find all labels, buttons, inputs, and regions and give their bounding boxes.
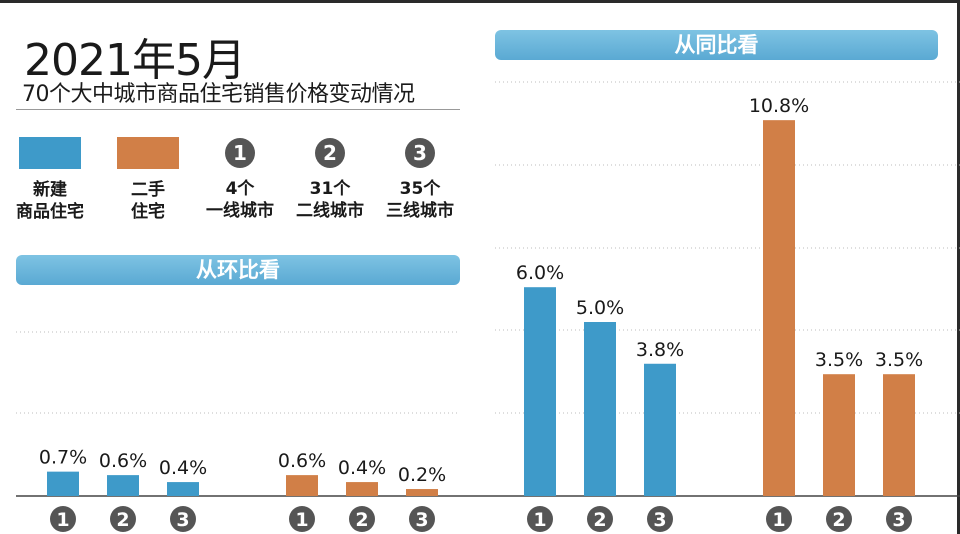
bar-new-3 bbox=[644, 363, 676, 496]
bar-second-1 bbox=[763, 120, 795, 496]
legend-new-housing: 新建 商品住宅 bbox=[5, 137, 95, 223]
category-tick-label: 1 bbox=[56, 509, 69, 531]
category-tick-label: 3 bbox=[415, 509, 428, 531]
legend-label-line1: 二手 bbox=[131, 180, 165, 200]
circle-2-icon: 2 bbox=[315, 138, 345, 168]
legend-label: 4个 一线城市 bbox=[195, 178, 285, 222]
bar-second-2 bbox=[346, 482, 378, 496]
legend-label-line2: 三线城市 bbox=[386, 201, 454, 221]
frame-top-border bbox=[0, 0, 960, 3]
data-label: 5.0% bbox=[576, 297, 624, 319]
category-tick-label: 1 bbox=[295, 509, 308, 531]
circle-1-icon bbox=[527, 506, 553, 532]
legend-label: 31个 二线城市 bbox=[285, 178, 375, 222]
bar-new-1 bbox=[47, 471, 79, 496]
category-tick-label: 1 bbox=[772, 509, 785, 531]
legend-swatch-new bbox=[19, 137, 81, 169]
data-label: 10.8% bbox=[749, 95, 809, 117]
data-label: 3.5% bbox=[875, 349, 923, 371]
legend-label-line2: 住宅 bbox=[131, 202, 165, 222]
gridlines bbox=[16, 81, 960, 414]
category-tick-label: 2 bbox=[832, 509, 845, 531]
data-label: 0.6% bbox=[99, 450, 147, 472]
legend-label-line1: 4个 bbox=[225, 179, 255, 199]
frame-right-border bbox=[957, 0, 960, 534]
category-tick-label: 3 bbox=[892, 509, 905, 531]
circle-3-icon bbox=[409, 506, 435, 532]
legend-tier1: 1 4个 一线城市 bbox=[195, 138, 285, 222]
legend-tier3: 3 35个 三线城市 bbox=[375, 138, 465, 222]
circle-2-icon bbox=[110, 506, 136, 532]
category-tick-label: 3 bbox=[176, 509, 189, 531]
data-label: 0.6% bbox=[278, 450, 326, 472]
data-label: 0.4% bbox=[159, 457, 207, 479]
circle-2-icon bbox=[587, 506, 613, 532]
category-tick-label: 2 bbox=[355, 509, 368, 531]
category-tick-label: 1 bbox=[533, 509, 546, 531]
legend-swatch-second bbox=[117, 137, 179, 169]
bar-second-3 bbox=[883, 374, 915, 496]
data-label: 0.7% bbox=[39, 447, 87, 469]
data-label: 0.4% bbox=[338, 457, 386, 479]
circle-3-icon bbox=[170, 506, 196, 532]
bar-new-2 bbox=[584, 322, 616, 496]
circle-1-icon: 1 bbox=[225, 138, 255, 168]
bar-second-2 bbox=[823, 374, 855, 496]
circle-1-icon bbox=[289, 506, 315, 532]
chart-title: 2021年5月 bbox=[24, 35, 246, 86]
bar-new-2 bbox=[107, 475, 139, 496]
section-header-mom: 从环比看 bbox=[16, 255, 460, 285]
legend-label-line1: 35个 bbox=[399, 179, 441, 199]
title-divider bbox=[16, 109, 460, 110]
legend-label-line2: 商品住宅 bbox=[16, 202, 84, 222]
legend-second-hand: 二手 住宅 bbox=[103, 137, 193, 223]
circle-2-icon bbox=[349, 506, 375, 532]
legend-label-line1: 新建 bbox=[33, 180, 67, 200]
data-label: 3.5% bbox=[815, 349, 863, 371]
category-tick-label: 2 bbox=[593, 509, 606, 531]
data-label: 0.2% bbox=[398, 464, 446, 486]
chart-subtitle: 70个大中城市商品住宅销售价格变动情况 bbox=[22, 82, 415, 107]
circle-1-icon bbox=[50, 506, 76, 532]
legend-label: 新建 商品住宅 bbox=[5, 179, 95, 223]
legend-label-line1: 31个 bbox=[309, 179, 351, 199]
legend-label: 二手 住宅 bbox=[103, 179, 193, 223]
legend-tier2: 2 31个 二线城市 bbox=[285, 138, 375, 222]
circle-1-icon bbox=[766, 506, 792, 532]
legend-label-line2: 一线城市 bbox=[206, 201, 274, 221]
circle-2-icon bbox=[826, 506, 852, 532]
bar-new-1 bbox=[524, 287, 556, 496]
section-header-yoy: 从同比看 bbox=[495, 30, 938, 60]
bar-second-1 bbox=[286, 475, 318, 496]
legend-label: 35个 三线城市 bbox=[375, 178, 465, 222]
data-label: 3.8% bbox=[636, 339, 684, 361]
circle-3-icon: 3 bbox=[405, 138, 435, 168]
category-tick-label: 3 bbox=[653, 509, 666, 531]
bar-second-3 bbox=[406, 489, 438, 496]
circle-3-icon bbox=[647, 506, 673, 532]
category-tick-label: 2 bbox=[116, 509, 129, 531]
data-label: 6.0% bbox=[516, 262, 564, 284]
circle-3-icon bbox=[886, 506, 912, 532]
legend-label-line2: 二线城市 bbox=[296, 201, 364, 221]
bar-new-3 bbox=[167, 482, 199, 496]
bars: 0.7% 1 0.6% 2 0.4% 3 0.6% 1 0.4% 2 0.2% 3 6.0% 1 5.0% 2… bbox=[39, 95, 923, 532]
